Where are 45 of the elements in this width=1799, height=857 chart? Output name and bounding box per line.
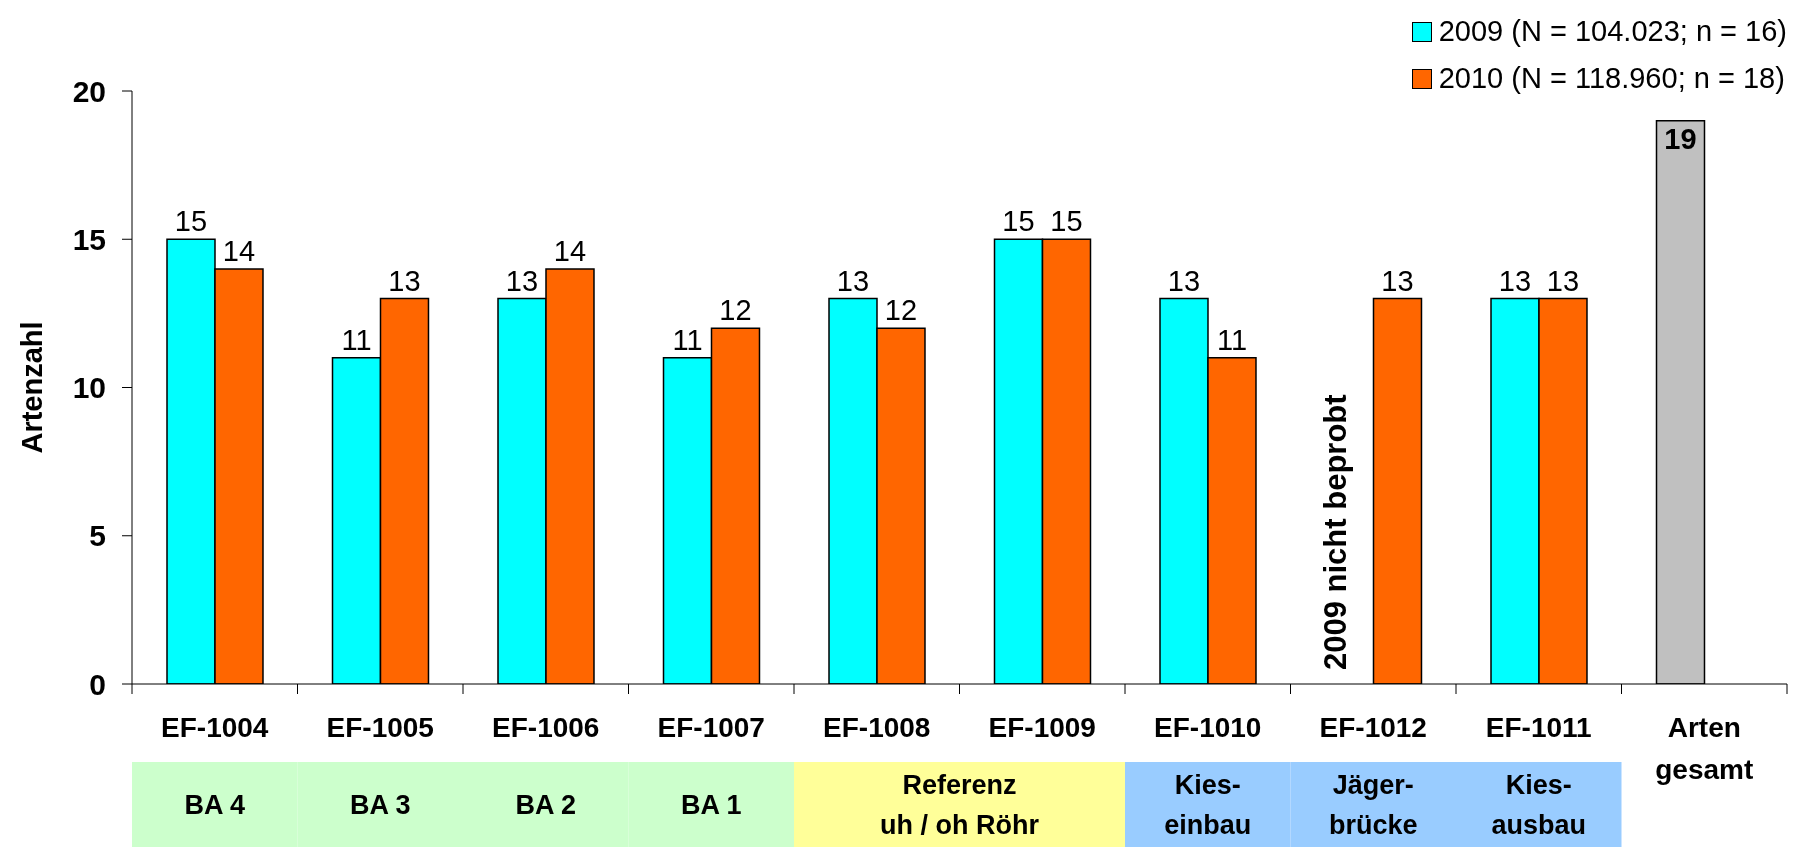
x-tick-label: Arten gesamt — [1655, 711, 1754, 785]
text: Kies- ausbau — [1491, 769, 1587, 840]
x-tick-label: EF-1009 — [988, 711, 1096, 743]
data-label: 19 — [1664, 122, 1697, 155]
data-label: 11 — [1216, 323, 1248, 356]
text: Jäger- brücke — [1328, 769, 1418, 840]
data-label: 13 — [1498, 264, 1532, 297]
data-label: 14 — [553, 234, 587, 267]
legend-label: 2009 (N = 104.023; n = 16) — [1438, 14, 1787, 49]
data-label: 13 — [836, 264, 870, 297]
x-tick-label: EF-1012 — [1319, 711, 1427, 743]
annotation: 2009 nicht beprobt — [1317, 394, 1353, 670]
y-tick-label: 15 — [72, 222, 106, 256]
data-label: 11 — [341, 323, 372, 356]
legend-label: 2010 (N = 118.960; n = 18) — [1438, 61, 1785, 96]
data-label: 15 — [174, 205, 208, 238]
text: BA 2 — [515, 789, 577, 820]
data-label: 13 — [1167, 264, 1201, 297]
text: BA 1 — [680, 789, 742, 820]
x-tick-label: EF-1006 — [492, 711, 600, 743]
data-label: 13 — [1381, 264, 1414, 297]
text: Referenz uh / oh Röhr — [880, 769, 1040, 840]
data-label: 12 — [884, 294, 918, 327]
y-tick-label: 0 — [89, 667, 106, 701]
x-tick-label: EF-1011 — [1485, 711, 1592, 743]
data-label: 13 — [388, 264, 421, 297]
data-label: 15 — [1050, 205, 1083, 238]
y-tick-label: 10 — [72, 371, 106, 405]
y-tick-label: 5 — [89, 519, 106, 553]
x-tick-label: EF-1010 — [1154, 711, 1262, 743]
x-tick-label: EF-1007 — [657, 711, 765, 743]
y-axis-title: Artenzahl — [16, 321, 48, 454]
data-label: 12 — [719, 294, 752, 327]
y-tick-label: 20 — [72, 74, 106, 108]
x-tick-label: EF-1004 — [161, 711, 269, 743]
data-label: 13 — [505, 264, 539, 297]
data-label: 14 — [222, 234, 256, 267]
data-label: 13 — [1546, 264, 1580, 297]
text: BA 4 — [184, 789, 246, 820]
x-tick-label: EF-1008 — [823, 711, 931, 743]
data-label: 15 — [1002, 205, 1035, 238]
text: BA 3 — [349, 789, 411, 820]
x-tick-label: EF-1005 — [326, 711, 434, 743]
text: Kies- einbau — [1164, 769, 1252, 840]
data-label: 11 — [672, 323, 703, 356]
